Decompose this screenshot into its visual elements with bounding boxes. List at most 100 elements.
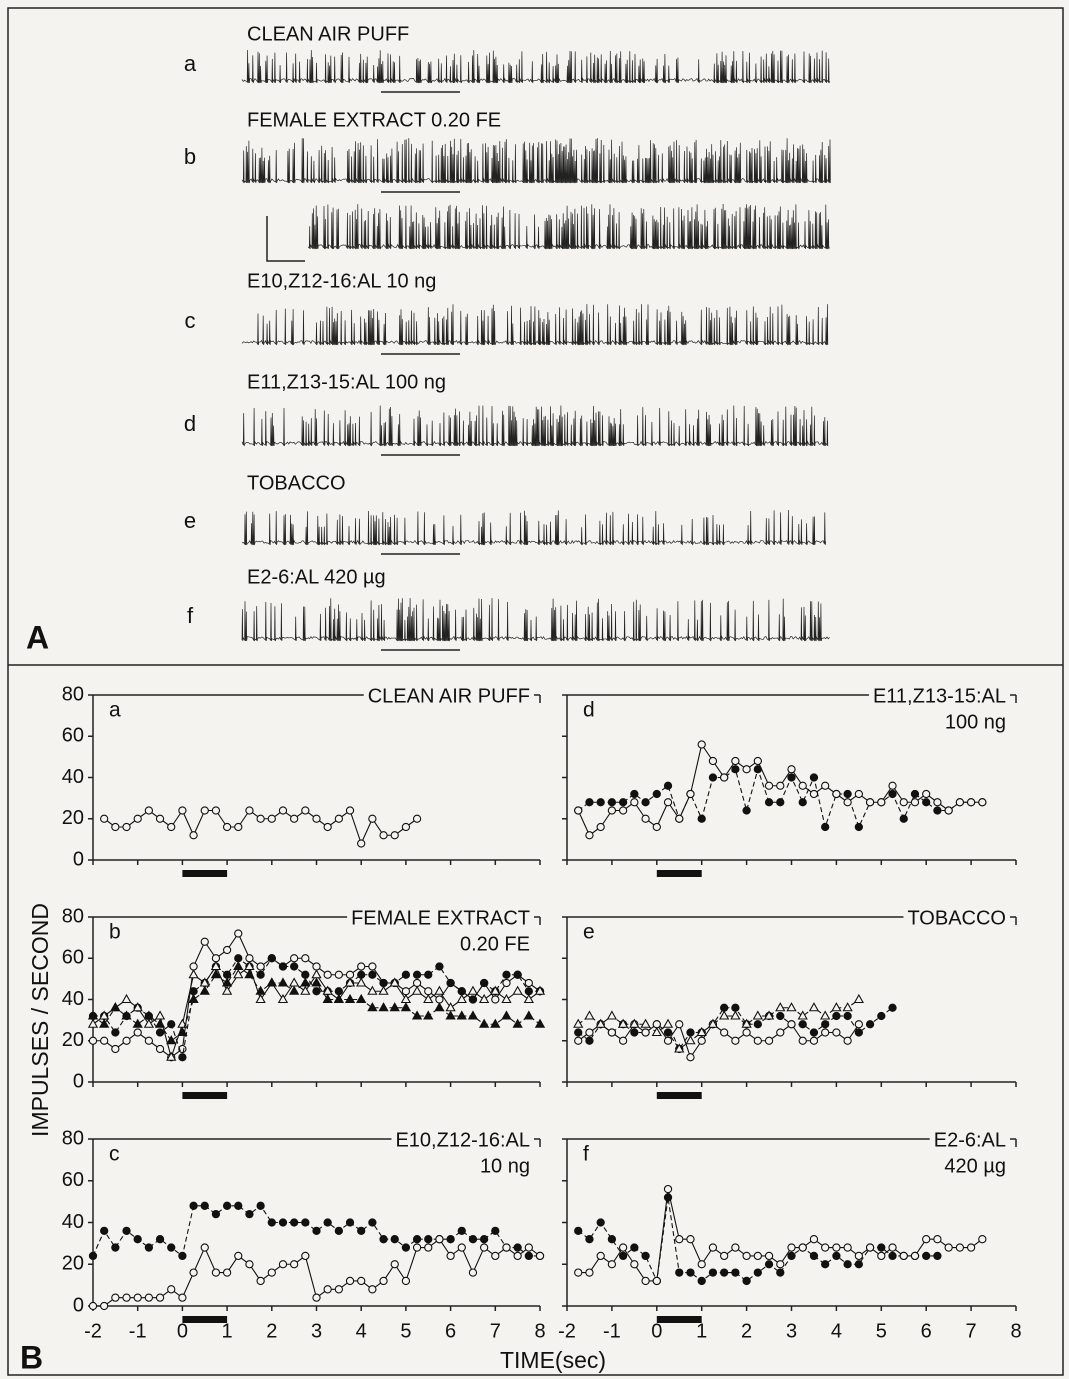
data-point [189, 970, 197, 978]
data-point [279, 807, 286, 814]
panel-letter: f [583, 1143, 589, 1166]
data-point [743, 807, 750, 814]
data-point [235, 823, 242, 830]
data-point [224, 1269, 231, 1276]
x-tick-label: 7 [490, 1320, 501, 1342]
trace-title: E10,Z12-16:AL 10 ng [247, 270, 436, 292]
data-point [357, 995, 365, 1003]
data-point [358, 1277, 365, 1284]
data-point [413, 815, 420, 822]
data-point [777, 1012, 784, 1019]
data-point [754, 1269, 761, 1276]
data-point [620, 1037, 627, 1044]
data-point [777, 799, 784, 806]
data-point [743, 1252, 750, 1259]
data-point [911, 1252, 918, 1259]
data-point [664, 1186, 671, 1193]
trace-letter: f [187, 603, 194, 628]
data-point [822, 1021, 829, 1028]
data-point [235, 955, 242, 962]
data-point [369, 963, 376, 970]
data-point [855, 1252, 862, 1259]
data-point [380, 832, 387, 839]
data-point [844, 1244, 851, 1251]
data-point [156, 1236, 163, 1243]
data-point [168, 1021, 175, 1028]
data-point [425, 971, 432, 978]
data-point [168, 823, 175, 830]
data-point [676, 815, 683, 822]
data-point [313, 1294, 320, 1301]
x-tick-label: 3 [311, 1320, 322, 1342]
data-point [754, 1037, 761, 1044]
data-point [765, 799, 772, 806]
data-point [368, 1003, 376, 1011]
panel-title: TOBACCO [907, 907, 1006, 929]
panel-letter: c [109, 1143, 120, 1166]
data-point [413, 1236, 420, 1243]
data-point [889, 1004, 896, 1011]
data-point [822, 782, 829, 789]
data-point [402, 1277, 409, 1284]
data-point [447, 979, 454, 986]
data-point [402, 823, 409, 830]
data-point [145, 1244, 152, 1251]
data-point [469, 987, 477, 995]
data-point [923, 799, 930, 806]
data-point [575, 807, 582, 814]
y-tick-label: 40 [62, 766, 84, 788]
y-tick-label: 60 [62, 947, 84, 969]
data-point [833, 1029, 840, 1036]
stimulus-bar [657, 870, 702, 877]
data-point [597, 1252, 604, 1259]
data-point [235, 1252, 242, 1259]
data-point [201, 1244, 208, 1251]
data-point [754, 1252, 761, 1259]
x-tick-label: 5 [876, 1320, 887, 1342]
data-point [934, 1236, 941, 1243]
data-point [585, 1012, 593, 1020]
panel-title: FEMALE EXTRACT [351, 907, 530, 929]
data-point [481, 979, 488, 986]
data-point [189, 995, 197, 1003]
data-point [335, 988, 342, 995]
data-point [368, 987, 376, 995]
data-point [346, 807, 353, 814]
data-point [956, 1244, 963, 1251]
data-point [246, 1211, 253, 1218]
data-point [821, 1012, 829, 1020]
data-point [743, 766, 750, 773]
y-tick-label: 0 [73, 1070, 84, 1092]
x-tick-label: 6 [445, 1320, 456, 1342]
data-point [279, 963, 286, 970]
data-point [575, 1029, 582, 1036]
data-point [525, 995, 533, 1003]
data-point [608, 1236, 615, 1243]
data-point [586, 799, 593, 806]
data-point [698, 741, 705, 748]
data-point [291, 1219, 298, 1226]
data-point [425, 1244, 432, 1251]
data-point [709, 1269, 716, 1276]
data-point [469, 1236, 476, 1243]
data-point [878, 1012, 885, 1019]
data-point [855, 1021, 862, 1028]
data-point [179, 1294, 186, 1301]
data-point [313, 815, 320, 822]
data-point [777, 1261, 784, 1268]
x-tick-label: -1 [603, 1320, 621, 1342]
trace-letter: c [185, 308, 196, 333]
data-point [391, 1261, 398, 1268]
data-point [156, 1012, 164, 1020]
data-point [291, 815, 298, 822]
data-point [246, 955, 253, 962]
y-tick-label: 60 [62, 725, 84, 747]
data-point [492, 1227, 499, 1234]
data-point [224, 971, 231, 978]
stimulus-bar [182, 870, 227, 877]
data-point [687, 1269, 694, 1276]
data-point [788, 774, 795, 781]
data-point [257, 963, 264, 970]
data-point [190, 1269, 197, 1276]
data-point [123, 1037, 130, 1044]
